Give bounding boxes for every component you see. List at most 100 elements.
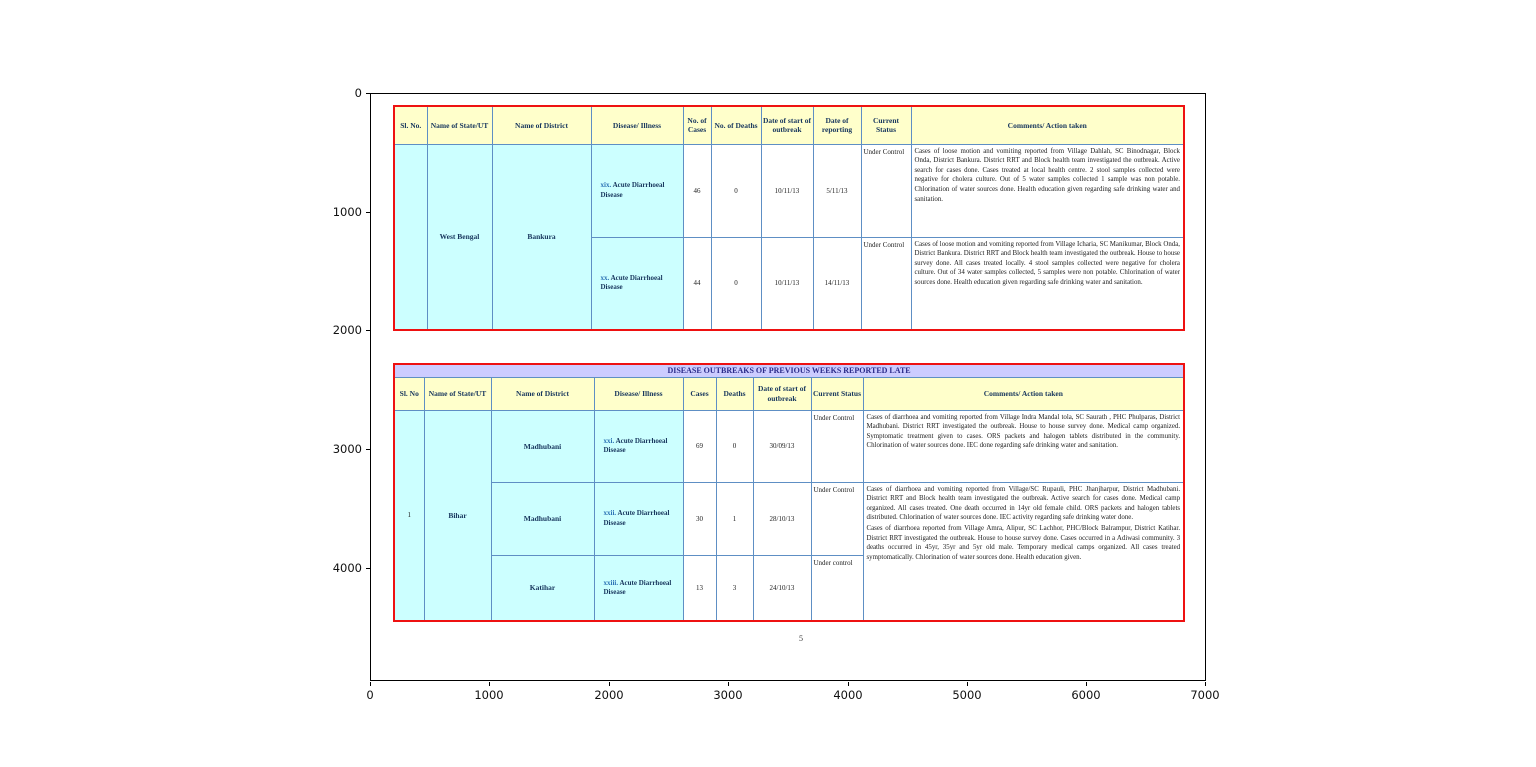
x-tick-mark [1086, 682, 1087, 686]
comments-paragraph: Cases of diarrhoea and vomiting reported… [866, 485, 1181, 522]
disease-name: Acute Diarrhoeal Disease [600, 181, 665, 199]
disease-name: Acute Diarrhoeal Disease [603, 509, 670, 527]
table-row: Madhubani xxii. Acute Diarrhoeal Disease… [394, 481, 1185, 622]
col-header-start-date: Date of start of outbreak [760, 105, 814, 145]
cell-start-date: 10/11/13 [760, 143, 814, 238]
col-header-comments: Comments/ Action taken [862, 376, 1185, 411]
col-header-district: Name of District [490, 376, 595, 411]
x-tick-label: 1000 [474, 688, 504, 702]
x-tick-label: 2000 [594, 688, 624, 702]
cell-status: Under Control [810, 409, 864, 483]
col-header-state: Name of State/UT [423, 376, 492, 411]
x-tick-mark [967, 682, 968, 686]
col-header-sl-no: Sl. No [393, 376, 425, 411]
x-tick-label: 6000 [1071, 688, 1101, 702]
cell-start-date: 28/10/13 [752, 481, 812, 556]
cell-comments: Cases of loose motion and vomiting repor… [910, 236, 1185, 331]
col-header-state: Name of State/UT [426, 105, 493, 145]
outbreak-table-current: Sl. No. Name of State/UT Name of Distric… [393, 105, 1185, 331]
comments-paragraph: Cases of diarrhoea reported from Village… [866, 525, 1181, 562]
col-header-status: Current Status [860, 105, 912, 145]
table-header-row: Sl. No Name of State/UT Name of District… [393, 376, 1185, 411]
cell-district: Madhubani [490, 409, 595, 483]
cell-deaths: 0 [715, 409, 754, 483]
plot-axes: Sl. No. Name of State/UT Name of Distric… [370, 93, 1206, 681]
cell-cases: 69 [682, 409, 717, 483]
x-tick-label: 5000 [952, 688, 982, 702]
table-row: 1 Bihar Madhubani xxi. Acute Diarrhoeal … [393, 409, 1185, 622]
disease-name: Acute Diarrhoeal Disease [603, 578, 672, 596]
cell-comments: Cases of diarrhoea and vomiting reported… [862, 409, 1185, 483]
col-header-cases: Cases [682, 376, 717, 411]
cell-cases: 13 [682, 554, 717, 622]
y-tick-label: 1000 [332, 205, 362, 219]
disease-number: xxi. [603, 436, 615, 445]
disease-number: xx. [600, 274, 610, 283]
x-tick-mark [1205, 682, 1206, 686]
disease-number: xxii. [603, 509, 617, 518]
col-header-start-date: Date of start of outbreak [752, 376, 812, 411]
table-header-row: Sl. No. Name of State/UT Name of Distric… [393, 105, 1185, 145]
cell-district: Bankura [491, 143, 592, 331]
cell-deaths: 3 [715, 554, 754, 622]
cell-district: Madhubani [490, 481, 595, 556]
cell-status: Under Control [860, 236, 912, 331]
disease-number: xxiii. [603, 578, 619, 587]
table-row: Katihar xxiii. Acute Diarrhoeal Disease … [394, 554, 1184, 622]
x-tick-mark [609, 682, 610, 686]
disease-number: xix. [600, 181, 612, 190]
table-row: xx. Acute Diarrhoeal Disease 44 0 10/11/… [394, 236, 1185, 331]
y-tick-label: 3000 [332, 442, 362, 456]
cell-disease: xxii. Acute Diarrhoeal Disease [593, 481, 684, 556]
x-tick-mark [728, 682, 729, 686]
y-tick-mark [366, 568, 370, 569]
x-tick-label: 3000 [713, 688, 743, 702]
col-header-cases: No. of Cases [682, 105, 712, 145]
col-header-deaths: Deaths [715, 376, 754, 411]
cell-comments-merged: Cases of diarrhoea and vomiting reported… [862, 481, 1185, 622]
cell-state: Bihar [423, 409, 492, 622]
y-tick-mark [366, 93, 370, 94]
cell-deaths: 0 [710, 143, 762, 238]
outbreak-table-previous-weeks: DISEASE OUTBREAKS OF PREVIOUS WEEKS REPO… [393, 363, 1186, 622]
cell-district: Katihar [490, 554, 595, 622]
col-header-disease: Disease/ Illness [593, 376, 684, 411]
cell-deaths: 1 [715, 481, 754, 556]
x-tick-label: 0 [366, 688, 374, 702]
x-tick-label: 4000 [833, 688, 863, 702]
cell-start-date: 10/11/13 [760, 236, 814, 331]
y-tick-label: 0 [354, 86, 362, 100]
x-tick-mark [370, 682, 371, 686]
y-tick-mark [366, 212, 370, 213]
y-tick-label: 2000 [332, 323, 362, 337]
cell-disease: xxiii. Acute Diarrhoeal Disease [593, 554, 684, 622]
cell-disease: xix. Acute Diarrhoeal Disease [590, 143, 684, 238]
cell-deaths: 0 [710, 236, 762, 331]
cell-sl-no: 1 [393, 409, 425, 622]
y-tick-label: 4000 [332, 561, 362, 575]
col-header-reporting-date: Date of reporting [812, 105, 862, 145]
col-header-deaths: No. of Deaths [710, 105, 762, 145]
cell-cases: 30 [682, 481, 717, 556]
cell-disease: xxi. Acute Diarrhoeal Disease [593, 409, 684, 483]
y-tick-mark [366, 449, 370, 450]
cell-start-date: 30/09/13 [752, 409, 812, 483]
y-tick-mark [366, 330, 370, 331]
cell-state: West Bengal [426, 143, 493, 331]
x-tick-mark [848, 682, 849, 686]
col-header-sl-no: Sl. No. [393, 105, 428, 145]
cell-status: Under Control [810, 481, 864, 556]
page-number: 5 [799, 634, 803, 643]
table-title: DISEASE OUTBREAKS OF PREVIOUS WEEKS REPO… [393, 363, 1185, 378]
cell-cases: 46 [682, 143, 712, 238]
col-header-disease: Disease/ Illness [590, 105, 684, 145]
cell-status: Under control [810, 554, 864, 622]
cell-comments: Cases of loose motion and vomiting repor… [910, 143, 1185, 238]
table-title-row: DISEASE OUTBREAKS OF PREVIOUS WEEKS REPO… [393, 363, 1185, 378]
cell-cases: 44 [682, 236, 712, 331]
x-tick-mark [489, 682, 490, 686]
table-row: West Bengal Bankura xix. Acute Diarrhoea… [393, 143, 1185, 331]
cell-reporting-date: 5/11/13 [812, 143, 862, 238]
col-header-status: Current Status [810, 376, 864, 411]
col-header-district: Name of District [491, 105, 592, 145]
